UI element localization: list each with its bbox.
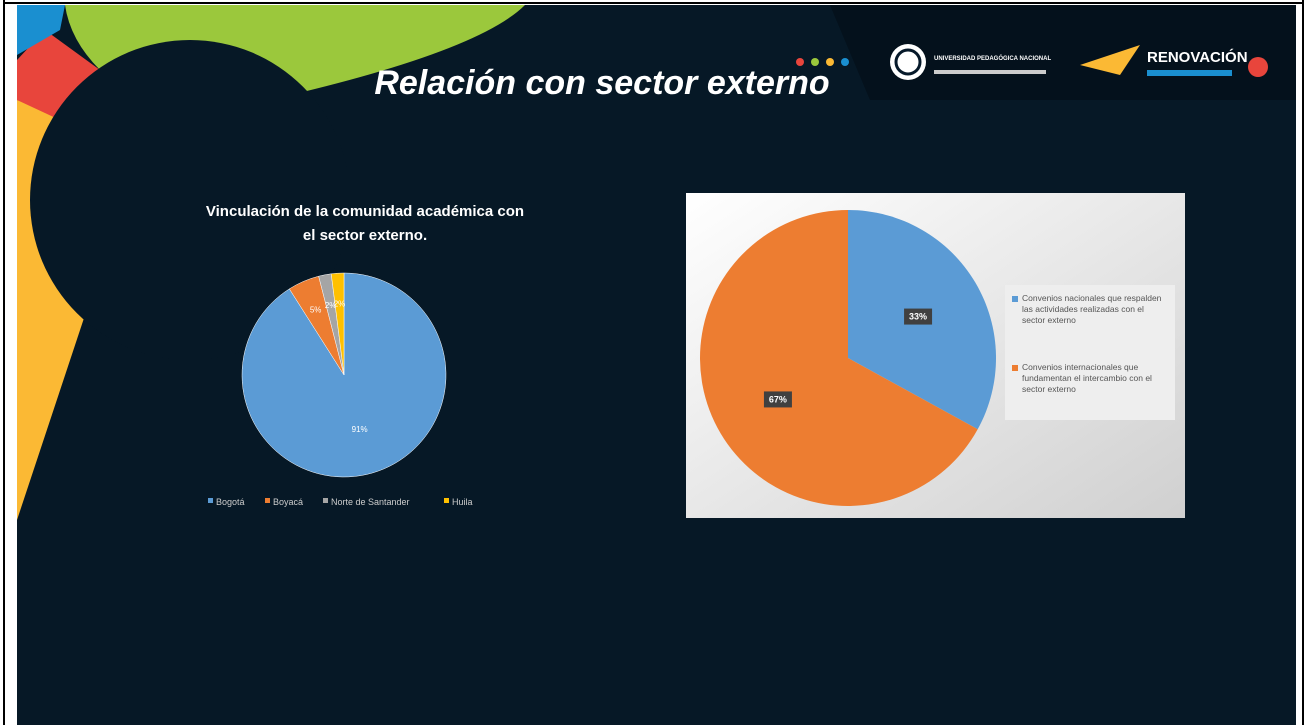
legend-label: Norte de Santander bbox=[331, 497, 410, 507]
legend-swatch bbox=[208, 498, 213, 503]
logo-band bbox=[830, 5, 1296, 100]
logo-bar bbox=[934, 70, 1046, 74]
logo-bar bbox=[1147, 70, 1232, 76]
data-label: 33% bbox=[909, 312, 927, 322]
logo-text: RENOVACIÓN bbox=[1147, 48, 1248, 66]
data-label: 2% bbox=[325, 301, 337, 310]
label-box bbox=[904, 308, 933, 325]
decor-dot bbox=[841, 58, 849, 66]
data-label: 67% bbox=[769, 394, 787, 404]
slide-title: Relación con sector externo bbox=[374, 64, 829, 102]
legend-box bbox=[1005, 285, 1175, 420]
chart-title: Vinculación de la comunidad académica co… bbox=[206, 203, 524, 244]
legend-swatch bbox=[323, 498, 328, 503]
decor-red bbox=[17, 30, 100, 120]
legend-label: Boyacá bbox=[273, 497, 303, 507]
data-label: 91% bbox=[352, 425, 368, 434]
logo-shape bbox=[1080, 45, 1140, 75]
legend-swatch bbox=[1012, 296, 1018, 302]
legend-label: Convenios nacionales que respalden las a… bbox=[1022, 293, 1162, 325]
logo-text: UNIVERSIDAD PEDAGÓGICA NACIONAL bbox=[934, 54, 1051, 62]
legend-label: Huila bbox=[452, 497, 473, 507]
decor-blue bbox=[17, 5, 65, 55]
legend-swatch bbox=[444, 498, 449, 503]
decor-dot bbox=[811, 58, 819, 66]
logo-badge bbox=[1248, 57, 1268, 77]
logo-seal-ring bbox=[894, 48, 922, 76]
decor-circle bbox=[30, 40, 350, 360]
label-box bbox=[763, 391, 792, 408]
legend-label: Bogotá bbox=[216, 497, 245, 507]
data-label: 2% bbox=[334, 300, 346, 309]
legend-label: Convenios internacionales que fundamenta… bbox=[1022, 362, 1152, 394]
legend-swatch bbox=[265, 498, 270, 503]
legend-swatch bbox=[1012, 365, 1018, 371]
pie-slice bbox=[699, 209, 978, 506]
decor-dot bbox=[796, 58, 804, 66]
data-label: 5% bbox=[310, 305, 322, 314]
pie-slice bbox=[330, 272, 345, 376]
decor-dot bbox=[826, 58, 834, 66]
